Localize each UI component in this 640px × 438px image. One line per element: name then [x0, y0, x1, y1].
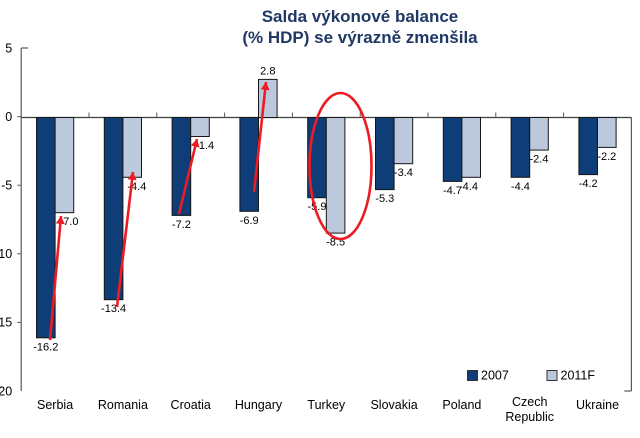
svg-text:Slovakia: Slovakia [370, 398, 417, 412]
svg-text:2007: 2007 [481, 369, 509, 383]
svg-text:-13.4: -13.4 [101, 303, 126, 315]
svg-text:Romania: Romania [98, 398, 148, 412]
svg-text:-6.9: -6.9 [240, 215, 259, 227]
svg-text:Turkey: Turkey [307, 398, 345, 412]
svg-text:-16.2: -16.2 [33, 341, 58, 353]
svg-text:-5: -5 [1, 179, 12, 193]
svg-text:Poland: Poland [442, 398, 481, 412]
svg-text:-4.4: -4.4 [459, 181, 478, 193]
svg-text:Czech: Czech [512, 395, 547, 409]
svg-text:Republic: Republic [505, 410, 554, 424]
svg-text:20: 20 [0, 384, 12, 398]
svg-text:Serbia: Serbia [37, 398, 73, 412]
svg-text:15: 15 [0, 316, 12, 330]
svg-text:Ukraine: Ukraine [576, 398, 619, 412]
svg-text:0: 0 [5, 110, 12, 124]
svg-text:-2.4: -2.4 [530, 154, 549, 166]
svg-text:5: 5 [5, 41, 12, 55]
svg-text:-4.2: -4.2 [579, 178, 598, 190]
svg-text:-2.2: -2.2 [597, 151, 616, 163]
svg-text:2011F: 2011F [561, 369, 596, 383]
svg-text:10: 10 [0, 247, 12, 261]
svg-text:Croatia: Croatia [171, 398, 211, 412]
svg-text:-5.3: -5.3 [375, 193, 394, 205]
svg-text:2.8: 2.8 [260, 65, 275, 77]
svg-text:-7.2: -7.2 [172, 219, 191, 231]
svg-text:Hungary: Hungary [235, 398, 283, 412]
svg-text:-3.4: -3.4 [394, 167, 413, 179]
svg-text:-4.4: -4.4 [511, 181, 530, 193]
